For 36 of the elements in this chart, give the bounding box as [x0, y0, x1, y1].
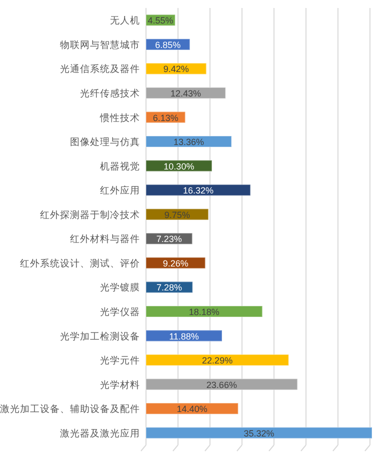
data-label: 9.75%: [164, 210, 190, 220]
data-label: 22.29%: [202, 356, 233, 366]
data-label: 6.13%: [152, 112, 178, 123]
y-tick-label: 红外探测器于制冷技术: [40, 208, 140, 221]
data-label: 10.30%: [164, 161, 194, 172]
y-tick-label: 光学仪器: [100, 306, 140, 318]
data-label: 9.26%: [162, 258, 188, 268]
y-tick-label: 光学加工检测设备: [60, 330, 140, 342]
y-tick-label: 光学材料: [100, 378, 140, 391]
data-label: 16.32%: [182, 186, 214, 196]
y-tick-label: 无人机: [110, 14, 140, 27]
y-tick-label: 物联网与智慧城市: [60, 38, 140, 51]
data-label: 18.18%: [188, 306, 220, 317]
y-tick-label: 红外系统设计、测试、评价: [20, 257, 140, 270]
y-tick-label: 光学镀膜: [100, 282, 140, 294]
y-tick-label: 光学元件: [100, 354, 140, 367]
y-tick-label: 激光器及激光应用: [60, 427, 140, 440]
y-tick-label: 光通信系统及器件: [60, 63, 140, 76]
data-label: 12.43%: [170, 88, 202, 98]
y-tick-label: 惯性技术: [99, 112, 140, 124]
data-label: 7.23%: [156, 234, 182, 244]
y-tick-label: 机器视觉: [100, 160, 140, 172]
y-tick-label: 图像处理与仿真: [70, 136, 140, 148]
data-label: 35.32%: [244, 428, 274, 438]
data-label: 13.36%: [173, 137, 204, 148]
data-label: 23.66%: [206, 380, 237, 390]
y-tick-label: 光纤传感技术: [80, 87, 140, 100]
data-label: 4.55%: [148, 16, 174, 26]
y-tick-label: 红外材料与器件: [70, 233, 140, 246]
y-tick-label: 红外应用: [100, 184, 140, 197]
data-label: 11.88%: [169, 331, 199, 342]
data-label: 14.40%: [176, 404, 208, 414]
data-label: 6.85%: [155, 40, 181, 50]
data-label: 9.42%: [163, 64, 189, 74]
data-label: 7.28%: [156, 282, 182, 293]
y-tick-label: 激光加工设备、辅助设备及配件: [0, 403, 140, 416]
